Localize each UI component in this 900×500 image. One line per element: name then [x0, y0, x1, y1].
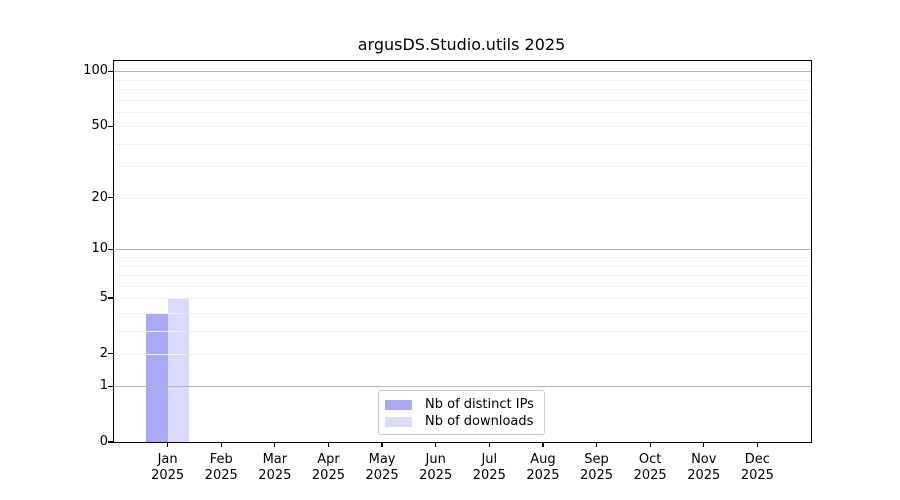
x-tick [595, 442, 598, 447]
x-tick-label-line: Sep [584, 452, 609, 467]
legend-item: Nb of distinct IPs [385, 396, 544, 413]
x-tick-label: Jul 2025 [459, 452, 519, 483]
legend-swatch [385, 416, 412, 427]
y-tick-label: 0 [99, 434, 108, 449]
x-tick-label-line: Oct [638, 452, 662, 467]
y-tick-label: 20 [91, 189, 108, 205]
x-tick-label-line: Dec [744, 452, 770, 467]
x-tick-label-line: Feb [209, 452, 233, 467]
x-tick-label-line: Jun [425, 452, 446, 467]
x-tick-label-line: Aug [530, 452, 556, 467]
y-tick-label: 100 [83, 63, 108, 79]
gridline-major [114, 71, 811, 73]
x-tick-label-line: Jan [157, 452, 178, 467]
chart-title: argusDS.Studio.utils 2025 [357, 35, 566, 54]
gridline-minor [114, 197, 811, 199]
bar-nb-of-downloads [167, 298, 190, 442]
x-tick [381, 442, 383, 447]
x-tick-label-line: 2025 [311, 467, 345, 483]
gridline-minor [114, 99, 811, 101]
y-tick-label: 5 [99, 290, 108, 306]
x-tick-label: Dec 2025 [727, 452, 787, 483]
x-tick [166, 442, 169, 447]
x-tick-label: Jun 2025 [406, 452, 466, 483]
gridline-minor [114, 312, 811, 314]
y-tick-label: 2 [99, 345, 108, 361]
x-tick [703, 442, 705, 447]
y-tick-label: 1 [99, 378, 108, 394]
y-tick [108, 385, 113, 387]
x-tick-label-line: 2025 [526, 467, 560, 483]
gridline-minor [114, 143, 811, 145]
x-tick [649, 442, 651, 447]
x-tick-label: Sep 2025 [567, 452, 627, 483]
x-tick-label: Nov 2025 [674, 452, 734, 483]
x-tick-label-line: 2025 [151, 467, 185, 483]
x-tick-label-line: 2025 [740, 467, 774, 483]
x-tick [274, 442, 276, 447]
x-tick-label-line: Apr [317, 452, 340, 467]
x-tick-label: Mar 2025 [245, 452, 305, 483]
x-tick [327, 442, 330, 447]
x-tick-label-line: 2025 [365, 467, 399, 483]
x-tick-label-line: Jul [481, 452, 498, 467]
legend-label: Nb of downloads [425, 414, 534, 429]
x-tick-label-line: May [368, 452, 396, 467]
x-tick-label-line: 2025 [258, 467, 292, 483]
x-tick [756, 442, 759, 447]
gridline-minor [114, 275, 811, 277]
legend: Nb of distinct IPs Nb of downloads [378, 390, 545, 435]
x-tick-label-line: Nov [691, 452, 717, 467]
plot-area: 0 1 2 5 10 20 50 100 Jan 2025 Feb 2025 Mar 2025 Apr 202… [83, 60, 812, 483]
x-tick-label: Jan 2025 [138, 452, 198, 483]
gridline-minor [114, 111, 811, 113]
x-tick-label-line: 2025 [633, 467, 667, 483]
bar-nb-of-distinct-ips [146, 312, 168, 442]
x-tick-label-line: 2025 [419, 467, 453, 483]
gridline-minor [114, 126, 811, 128]
gridline-minor [114, 257, 811, 259]
x-tick-label: May 2025 [352, 452, 412, 483]
gridline-minor [114, 166, 811, 168]
x-tick [542, 442, 544, 447]
x-tick-label: Oct 2025 [620, 452, 680, 483]
x-tick [435, 442, 437, 447]
gridline-minor [114, 330, 811, 332]
legend-label: Nb of distinct IPs [425, 397, 534, 412]
legend-swatch [385, 399, 412, 410]
x-tick-label: Aug 2025 [513, 452, 573, 483]
gridline-minor [114, 265, 811, 267]
y-tick [108, 441, 113, 443]
y-tick [108, 125, 113, 127]
y-tick [108, 248, 113, 251]
x-tick-label-line: 2025 [204, 467, 238, 483]
gridline-major [114, 386, 811, 388]
gridline-minor [114, 285, 811, 287]
y-tick [108, 297, 113, 299]
y-tick-label: 10 [91, 241, 108, 257]
x-tick-label: Feb 2025 [191, 452, 251, 483]
x-tick-label-line: 2025 [579, 467, 614, 483]
x-tick-label-line: Mar [262, 452, 288, 467]
gridline-major [114, 249, 811, 251]
y-tick [108, 196, 113, 199]
y-tick [108, 353, 113, 355]
gridline-minor [114, 298, 811, 300]
legend-item: Nb of downloads [385, 413, 544, 430]
y-tick [108, 70, 113, 73]
x-tick [488, 442, 490, 447]
y-tick-label: 50 [91, 118, 108, 134]
x-tick-label-line: 2025 [687, 467, 721, 483]
x-tick-label: Apr 2025 [298, 452, 358, 483]
gridline-minor [114, 89, 811, 91]
gridline-minor [114, 353, 811, 355]
x-tick [220, 442, 222, 447]
x-tick-label-line: 2025 [472, 467, 506, 483]
gridline-minor [114, 79, 811, 81]
